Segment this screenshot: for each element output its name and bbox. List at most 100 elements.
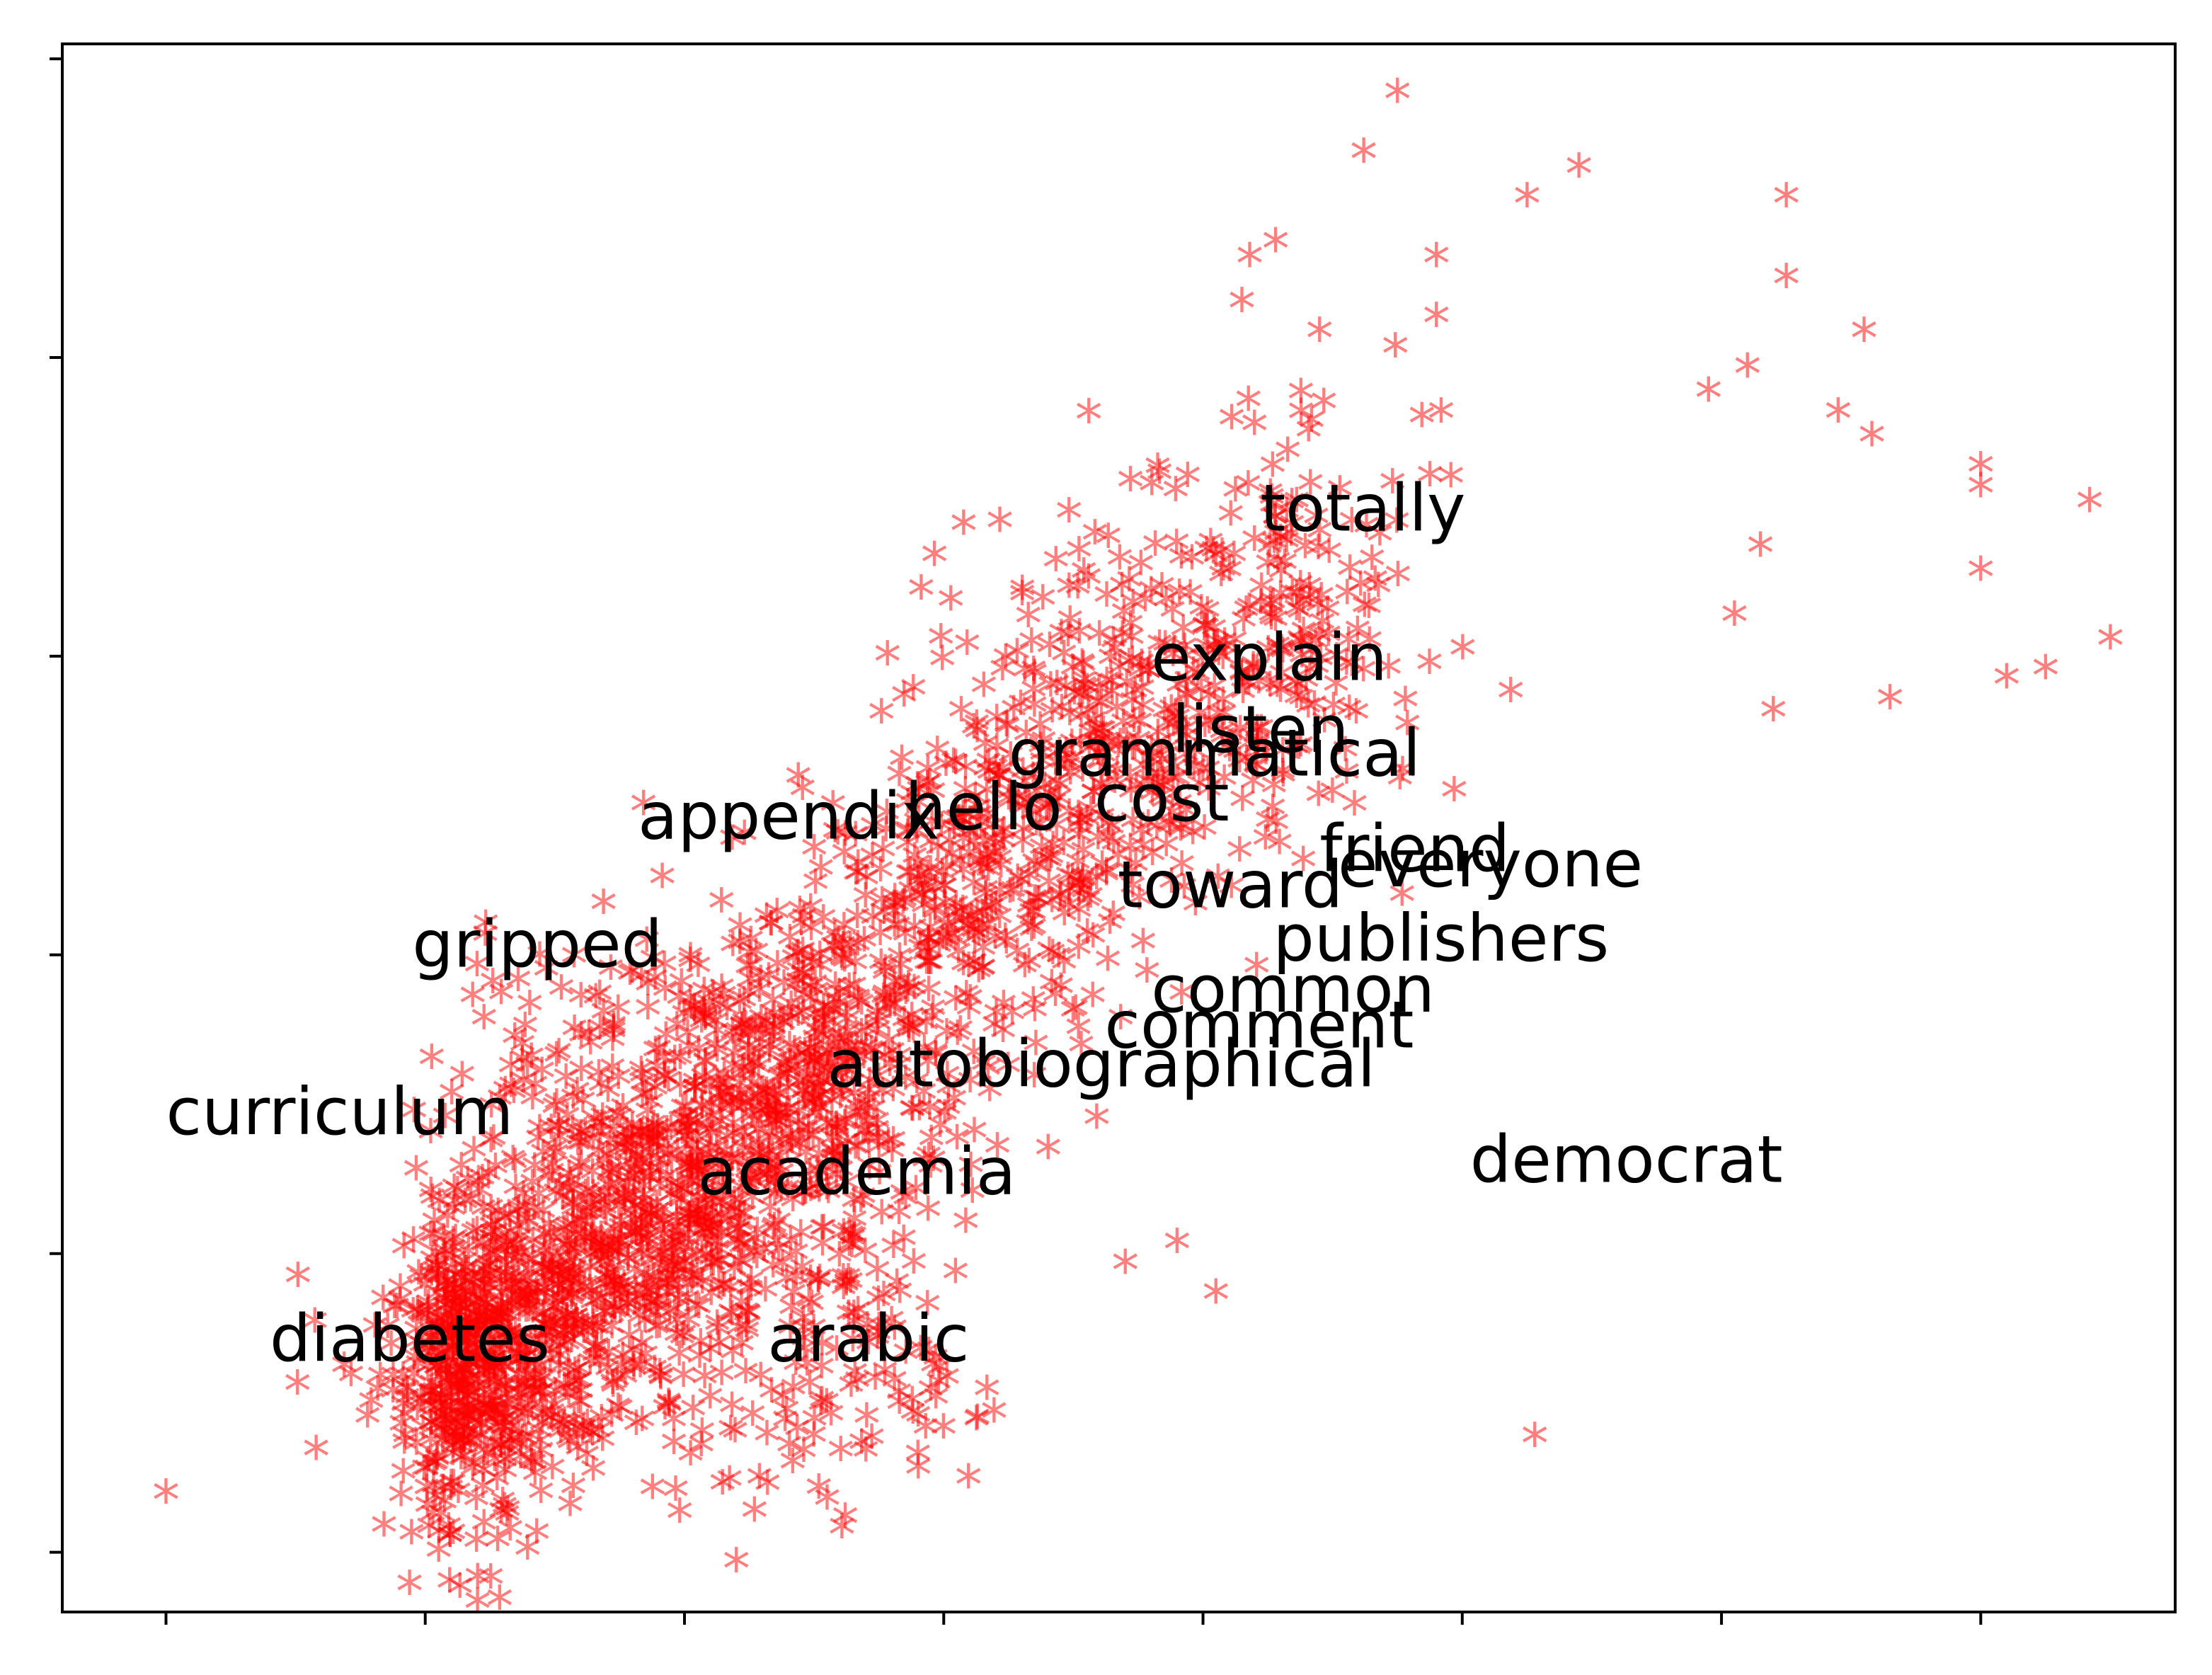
scatter-point: *: [2076, 478, 2104, 542]
scatter-point: *: [891, 877, 919, 941]
scatter-point: *: [904, 1431, 932, 1494]
scatter-point: *: [1043, 759, 1070, 823]
scatter-point: *: [677, 985, 705, 1048]
scatter-point: *: [745, 1003, 773, 1067]
scatter-point: *: [852, 1108, 879, 1172]
scatter-point: *: [697, 1374, 724, 1438]
scatter-point: *: [1034, 1125, 1062, 1189]
scatter-point: *: [1876, 675, 1904, 738]
scatter-point: *: [418, 1236, 446, 1300]
scatter-point: *: [1162, 467, 1189, 531]
scatter-point: *: [445, 1398, 472, 1462]
scatter-point: *: [1211, 618, 1239, 682]
scatter-point: *: [937, 576, 965, 640]
word-label: cost: [1094, 760, 1230, 836]
scatter-point: *: [1163, 1218, 1191, 1282]
scatter-point: *: [1384, 69, 1411, 132]
scatter-point: *: [676, 1192, 704, 1256]
scatter-point: *: [946, 838, 974, 902]
scatter-point: *: [1772, 173, 1800, 237]
scatter-point: *: [638, 1194, 665, 1258]
scatter-point: *: [955, 903, 982, 966]
word-label: diabetes: [270, 1301, 550, 1377]
word-label: gripped: [412, 907, 663, 983]
scatter-point: *: [403, 1286, 431, 1350]
scatter-point: *: [666, 1488, 694, 1552]
scatter-point: *: [1117, 457, 1145, 520]
scatter-point: *: [1747, 522, 1775, 586]
scatter-point: *: [1258, 595, 1285, 658]
scatter-point: *: [716, 1289, 744, 1353]
scatter-point: *: [915, 916, 942, 980]
scatter-point: *: [1227, 649, 1255, 713]
scatter-point: *: [842, 939, 869, 1003]
scatter-point: *: [302, 1426, 330, 1490]
scatter-point: *: [881, 960, 908, 1024]
scatter-point: *: [960, 1029, 987, 1093]
scatter-point: *: [578, 1183, 605, 1247]
scatter-point: *: [792, 1169, 820, 1233]
scatter-point: *: [2032, 645, 2059, 709]
scatter-point: *: [748, 1068, 776, 1131]
scatter-point: *: [574, 1167, 602, 1231]
scatter-point: *: [564, 1378, 592, 1442]
scatter-point: *: [417, 1417, 445, 1481]
scatter-point: *: [152, 1470, 180, 1533]
scatter-point: *: [420, 1463, 447, 1526]
scatter-point: *: [1165, 662, 1193, 726]
scatter-point: *: [1202, 533, 1230, 597]
scatter-point: *: [771, 1042, 798, 1106]
scatter-point: *: [1188, 585, 1215, 648]
scatter-point: *: [1257, 592, 1285, 656]
scatter-point: *: [789, 1069, 816, 1133]
scatter-point: *: [699, 1204, 727, 1267]
scatter-point: *: [523, 1266, 551, 1330]
scatter-point: *: [999, 990, 1026, 1053]
word-label: everyone: [1338, 826, 1643, 902]
word-label: arabic: [767, 1301, 969, 1377]
scatter-point: *: [519, 1160, 546, 1224]
scatter-point: *: [1423, 233, 1450, 297]
scatter-point: *: [821, 911, 849, 975]
scatter-point: *: [941, 1076, 968, 1140]
scatter-point: *: [1080, 770, 1108, 833]
scatter-point: *: [1734, 343, 1761, 407]
scatter-point: *: [733, 1148, 761, 1211]
scatter-point: *: [651, 1197, 678, 1261]
scatter-point: *: [643, 1304, 670, 1368]
scatter-point: *: [1087, 680, 1115, 744]
scatter-point: *: [1306, 308, 1334, 372]
scatter-point: *: [790, 951, 818, 1014]
scatter-point: *: [832, 1493, 859, 1557]
scatter-point: *: [829, 1067, 856, 1131]
scatter-point: *: [1497, 668, 1525, 731]
scatter-point: *: [1322, 661, 1350, 725]
scatter-point: *: [462, 1308, 489, 1371]
scatter-point: *: [1160, 626, 1188, 690]
scatter-point: *: [1083, 1094, 1111, 1158]
scatter-point: *: [1423, 292, 1450, 356]
scatter-point: *: [955, 1454, 982, 1518]
scatter-point: *: [1695, 367, 1722, 431]
scatter-point: *: [1315, 529, 1343, 593]
scatter-point: *: [986, 835, 1014, 899]
scatter-point: *: [451, 1328, 478, 1392]
scatter-point: *: [961, 939, 988, 1003]
scatter-point: *: [1055, 867, 1083, 930]
scatter-point: *: [551, 1251, 579, 1315]
scatter-point: *: [1119, 580, 1147, 644]
scatter-point: *: [963, 1395, 991, 1458]
scatter-point: *: [432, 1393, 460, 1456]
word-label: appendix: [638, 778, 940, 854]
scatter-point: *: [1262, 218, 1290, 282]
scatter-point: *: [448, 1276, 476, 1339]
scatter-point: *: [1045, 933, 1072, 997]
scatter-point: *: [716, 1456, 743, 1520]
scatter-point: *: [800, 1057, 827, 1121]
scatter-point: *: [1394, 701, 1421, 765]
scatter-point: *: [545, 1029, 573, 1093]
scatter-point: *: [447, 1435, 475, 1499]
scatter-point: *: [868, 690, 895, 753]
scatter-point: *: [660, 1397, 688, 1460]
scatter-point: *: [504, 1188, 532, 1252]
